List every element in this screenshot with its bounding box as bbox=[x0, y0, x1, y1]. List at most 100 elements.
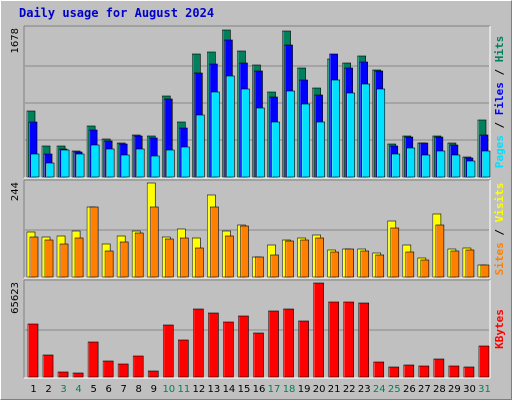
day-label: 17 bbox=[268, 384, 281, 395]
ymax-label: 244 bbox=[10, 182, 21, 201]
bar-kbytes-day-9 bbox=[147, 370, 159, 378]
bar-pages-day-2 bbox=[45, 162, 55, 178]
bar-kbytes-day-10 bbox=[162, 324, 174, 378]
bar-pages-day-31 bbox=[481, 150, 491, 178]
bar-sites-day-8 bbox=[134, 232, 144, 278]
day-label: 10 bbox=[162, 384, 175, 395]
day-label: 13 bbox=[208, 384, 221, 395]
day-label: 18 bbox=[283, 384, 296, 395]
bar-sites-day-23 bbox=[360, 250, 370, 278]
day-label: 8 bbox=[136, 384, 142, 395]
bar-kbytes-day-4 bbox=[72, 372, 84, 378]
day-label: 23 bbox=[358, 384, 371, 395]
legend-label-3: KBytes bbox=[493, 309, 506, 349]
bar-kbytes-day-8 bbox=[132, 355, 144, 378]
bar-pages-day-21 bbox=[331, 79, 340, 178]
day-label: 12 bbox=[193, 384, 206, 395]
bar-sites-day-10 bbox=[164, 238, 174, 278]
day-label: 4 bbox=[75, 384, 81, 395]
bar-pages-day-13 bbox=[211, 91, 220, 178]
bar-sites-day-17 bbox=[270, 254, 279, 278]
bar-kbytes-day-11 bbox=[178, 339, 189, 378]
bar-pages-day-20 bbox=[316, 121, 325, 178]
bar-sites-day-20 bbox=[315, 237, 324, 278]
bar-kbytes-day-3 bbox=[57, 371, 69, 378]
bar-sites-day-15 bbox=[240, 225, 249, 278]
day-label: 9 bbox=[151, 384, 157, 395]
day-label: 7 bbox=[121, 384, 127, 395]
bar-pages-day-7 bbox=[120, 154, 130, 178]
bar-sites-day-1 bbox=[29, 236, 39, 278]
bar-kbytes-day-18 bbox=[283, 308, 294, 378]
bar-kbytes-day-26 bbox=[403, 364, 415, 378]
day-label: 28 bbox=[433, 384, 446, 395]
day-label: 24 bbox=[373, 384, 386, 395]
bar-sites-day-5 bbox=[89, 206, 99, 278]
day-label: 22 bbox=[343, 384, 356, 395]
bar-pages-day-16 bbox=[256, 107, 265, 178]
bar-pages-day-23 bbox=[361, 83, 371, 178]
bar-sites-day-28 bbox=[435, 224, 445, 278]
legend-files: Files bbox=[493, 82, 506, 115]
bar-kbytes-day-14 bbox=[223, 321, 234, 378]
bar-sites-day-7 bbox=[119, 241, 129, 278]
bar-sites-day-24 bbox=[375, 254, 385, 278]
bar-pages-day-14 bbox=[226, 75, 235, 178]
bar-pages-day-22 bbox=[346, 92, 355, 178]
bar-sites-day-6 bbox=[104, 250, 114, 278]
bar-sites-day-12 bbox=[195, 247, 204, 278]
bar-sites-day-21 bbox=[330, 251, 339, 278]
day-label: 11 bbox=[177, 384, 190, 395]
chart-title: Daily usage for August 2024 bbox=[19, 6, 215, 20]
bar-kbytes-day-7 bbox=[117, 363, 129, 378]
bar-pages-day-28 bbox=[436, 150, 446, 178]
bar-sites-day-19 bbox=[300, 239, 309, 278]
legend-separator: / bbox=[493, 222, 506, 242]
bar-pages-day-26 bbox=[406, 147, 416, 178]
day-label: 1 bbox=[30, 384, 36, 395]
bar-kbytes-day-20 bbox=[313, 282, 324, 378]
bar-kbytes-day-15 bbox=[238, 315, 249, 378]
bar-pages-day-3 bbox=[60, 149, 70, 178]
day-label: 2 bbox=[45, 384, 51, 395]
legend-label-1: Pages / Files / Hits bbox=[493, 36, 506, 169]
bar-pages-day-18 bbox=[286, 90, 295, 178]
bar-pages-day-1 bbox=[30, 153, 40, 178]
bar-kbytes-day-27 bbox=[418, 365, 430, 378]
bar-kbytes-day-24 bbox=[373, 361, 385, 378]
day-label: 20 bbox=[313, 384, 326, 395]
bar-sites-day-9 bbox=[149, 206, 159, 278]
bar-pages-day-17 bbox=[271, 121, 280, 178]
ymax-label: 1678 bbox=[10, 28, 21, 53]
day-label: 26 bbox=[403, 384, 416, 395]
bar-pages-day-5 bbox=[90, 144, 100, 178]
legend-kbytes: KBytes bbox=[493, 309, 506, 349]
bar-pages-day-9 bbox=[150, 155, 160, 178]
bar-pages-day-11 bbox=[181, 146, 190, 178]
bar-kbytes-day-13 bbox=[208, 312, 219, 378]
bar-pages-day-8 bbox=[135, 148, 145, 178]
legend-pages: Pages bbox=[493, 135, 506, 168]
bar-sites-day-14 bbox=[225, 235, 234, 278]
legend-visits: Visits bbox=[493, 183, 506, 223]
day-label: 16 bbox=[253, 384, 266, 395]
bar-pages-day-4 bbox=[75, 153, 85, 178]
bar-kbytes-day-23 bbox=[358, 302, 370, 378]
bar-sites-day-3 bbox=[59, 243, 69, 278]
bar-sites-day-25 bbox=[390, 227, 400, 278]
bar-kbytes-day-6 bbox=[102, 360, 114, 378]
bar-pages-day-15 bbox=[241, 88, 250, 178]
bar-pages-day-25 bbox=[391, 153, 401, 178]
day-label: 3 bbox=[60, 384, 66, 395]
bar-kbytes-day-28 bbox=[433, 358, 445, 378]
bar-kbytes-day-2 bbox=[42, 354, 54, 378]
day-label: 25 bbox=[388, 384, 401, 395]
day-label: 19 bbox=[298, 384, 311, 395]
legend-sites: Sites bbox=[493, 242, 506, 275]
day-label: 6 bbox=[105, 384, 111, 395]
bar-sites-day-31 bbox=[480, 264, 490, 278]
bar-sites-day-4 bbox=[74, 237, 84, 278]
bar-sites-day-30 bbox=[465, 249, 475, 278]
bar-sites-day-22 bbox=[345, 248, 354, 278]
bar-pages-day-27 bbox=[421, 154, 431, 178]
